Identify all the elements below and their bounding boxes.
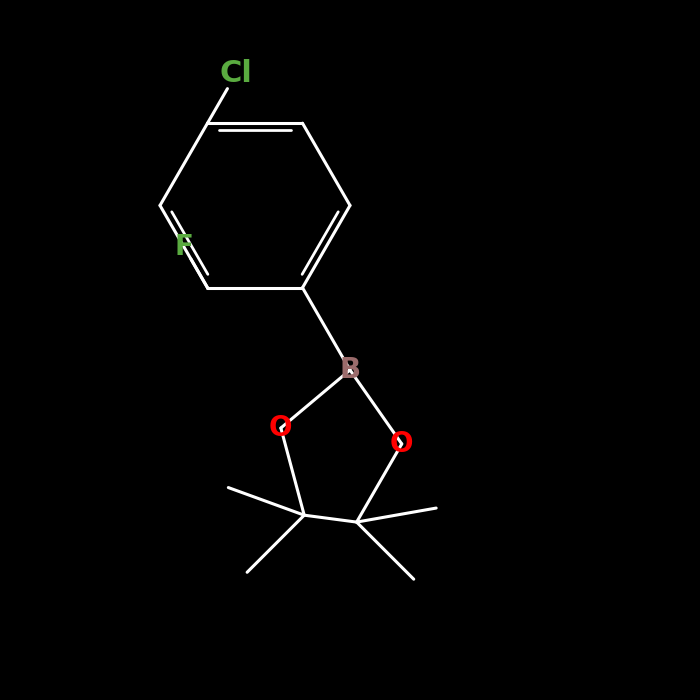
Text: B: B [340,356,360,384]
Text: F: F [174,232,193,260]
Text: O: O [269,414,293,442]
Text: Cl: Cl [220,60,253,88]
Text: O: O [390,430,414,458]
